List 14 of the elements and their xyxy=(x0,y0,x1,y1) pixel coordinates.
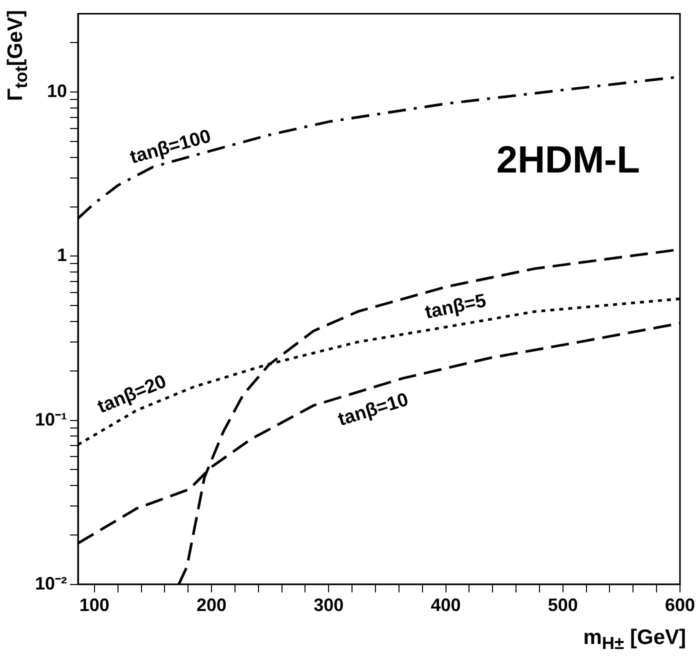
x-axis-title: m$_{H±}$ [GeV] xyxy=(583,626,686,654)
x-tick-label: 200 xyxy=(196,595,227,616)
x-tick-label: 300 xyxy=(314,595,344,616)
text: tanβ=5 xyxy=(423,290,488,324)
text: tanβ=10 xyxy=(336,389,411,431)
y-tick-label: 10⁻¹ xyxy=(35,409,68,430)
y-tick-label: 1 xyxy=(57,245,68,266)
x-tick-label: 500 xyxy=(548,595,578,616)
x-tick-label: 600 xyxy=(664,595,696,616)
x-tick-label: 400 xyxy=(430,595,461,616)
annotation: 2HDM-L xyxy=(496,139,640,182)
y-tick-label: 10 xyxy=(46,81,68,102)
x-tick-label: 100 xyxy=(79,595,110,616)
y-tick-label: 10⁻² xyxy=(35,573,68,594)
